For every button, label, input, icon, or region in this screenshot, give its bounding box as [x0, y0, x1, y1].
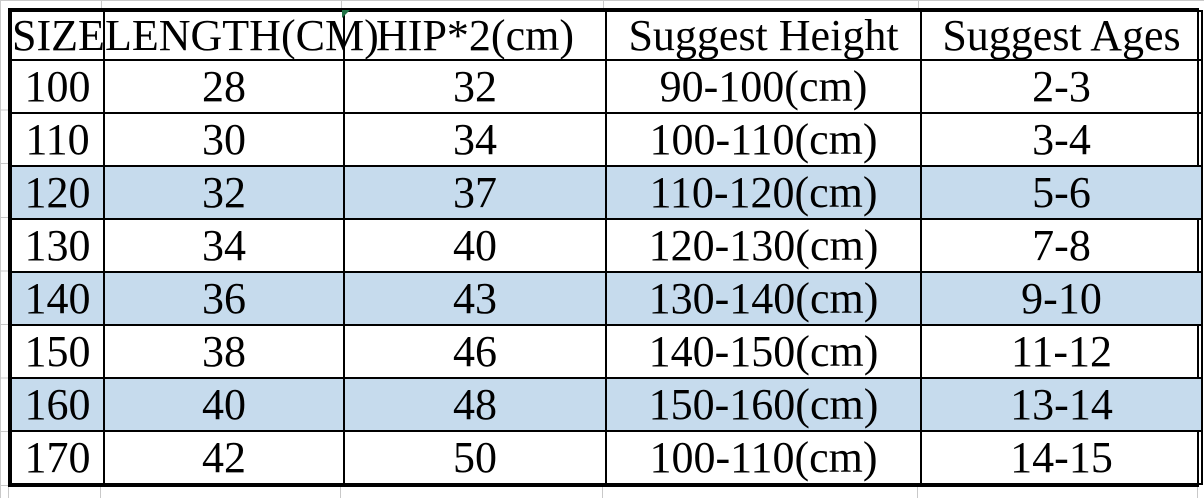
sheet-gridline-col1-bottom: [100, 487, 101, 498]
cell-size[interactable]: 110: [10, 112, 105, 167]
cell-hip[interactable]: 46: [343, 324, 607, 379]
table-row: 130 34 40 120-130(cm) 7-8: [10, 218, 1203, 273]
cell-suggest-ages[interactable]: 11-12: [920, 324, 1203, 379]
sheet-gridline-col4-top: [918, 0, 919, 8]
cell-suggest-ages[interactable]: 2-3: [920, 59, 1203, 114]
sheet-gridline-col0-bottom: [8, 487, 9, 498]
cell-suggest-height[interactable]: 140-150(cm): [605, 324, 922, 379]
cell-hip[interactable]: 32: [343, 59, 607, 114]
cell-hip[interactable]: 48: [343, 377, 607, 432]
cell-length[interactable]: 40: [103, 377, 345, 432]
error-indicator-icon: [342, 10, 350, 18]
cell-suggest-ages[interactable]: 14-15: [920, 430, 1203, 485]
cell-length[interactable]: 28: [103, 59, 345, 114]
sheet-gridlines-left-margin: [0, 57, 8, 487]
cell-suggest-height[interactable]: 100-110(cm): [605, 112, 922, 167]
cell-suggest-height[interactable]: 100-110(cm): [605, 430, 922, 485]
sheet-gridline-col1-top: [101, 0, 102, 8]
cell-suggest-height[interactable]: 90-100(cm): [605, 59, 922, 114]
sheet-gridline-col3-bottom: [602, 487, 603, 498]
cell-suggest-ages[interactable]: 9-10: [920, 271, 1203, 326]
size-chart-table: SIZE LENGTH(CM) HIP*2(cm) Suggest Height…: [8, 8, 1203, 487]
column-header-size[interactable]: SIZE: [10, 10, 105, 61]
sheet-gridline-col4-bottom: [917, 487, 918, 498]
sheet-gridline-col2-top: [341, 0, 342, 8]
sheet-gridline-col5-bottom: [1197, 487, 1198, 498]
cell-suggest-ages[interactable]: 3-4: [920, 112, 1203, 167]
column-header-suggest-height[interactable]: Suggest Height: [605, 10, 922, 61]
sheet-gridline-col3-top: [603, 0, 604, 8]
cell-suggest-height[interactable]: 120-130(cm): [605, 218, 922, 273]
cell-size[interactable]: 120: [10, 165, 105, 220]
cell-hip[interactable]: 37: [343, 165, 607, 220]
cell-suggest-height[interactable]: 110-120(cm): [605, 165, 922, 220]
cell-hip[interactable]: 34: [343, 112, 607, 167]
table-row: 170 42 50 100-110(cm) 14-15: [10, 430, 1203, 485]
sheet-gridline-col2-bottom: [340, 487, 341, 498]
cell-length[interactable]: 42: [103, 430, 345, 485]
cell-length[interactable]: 38: [103, 324, 345, 379]
size-chart: SIZE LENGTH(CM) HIP*2(cm) Suggest Height…: [10, 10, 1203, 485]
cell-hip[interactable]: 40: [343, 218, 607, 273]
cell-length[interactable]: 34: [103, 218, 345, 273]
cell-size[interactable]: 140: [10, 271, 105, 326]
cell-suggest-height[interactable]: 130-140(cm): [605, 271, 922, 326]
table-row: 120 32 37 110-120(cm) 5-6: [10, 165, 1203, 220]
cell-suggest-height[interactable]: 150-160(cm): [605, 377, 922, 432]
cell-suggest-ages[interactable]: 7-8: [920, 218, 1203, 273]
cell-length[interactable]: 30: [103, 112, 345, 167]
cell-hip[interactable]: 50: [343, 430, 607, 485]
cell-size[interactable]: 170: [10, 430, 105, 485]
cell-length[interactable]: 32: [103, 165, 345, 220]
column-header-length[interactable]: LENGTH(CM): [103, 10, 379, 61]
column-header-hip[interactable]: HIP*2(cm): [343, 10, 607, 61]
cell-suggest-ages[interactable]: 5-6: [920, 165, 1203, 220]
table-row: 110 30 34 100-110(cm) 3-4: [10, 112, 1203, 167]
cell-size[interactable]: 160: [10, 377, 105, 432]
cell-size[interactable]: 150: [10, 324, 105, 379]
column-header-suggest-ages[interactable]: Suggest Ages: [920, 10, 1203, 61]
table-row: 100 28 32 90-100(cm) 2-3: [10, 59, 1203, 114]
cell-length[interactable]: 36: [103, 271, 345, 326]
sheet-gridline-top: [0, 0, 1204, 1]
table-row: 140 36 43 130-140(cm) 9-10: [10, 271, 1203, 326]
header-row: SIZE LENGTH(CM) HIP*2(cm) Suggest Height…: [10, 10, 1203, 61]
cell-suggest-ages[interactable]: 13-14: [920, 377, 1203, 432]
cell-size[interactable]: 100: [10, 59, 105, 114]
cell-hip[interactable]: 43: [343, 271, 607, 326]
cell-size[interactable]: 130: [10, 218, 105, 273]
table-row: 150 38 46 140-150(cm) 11-12: [10, 324, 1203, 379]
table-row: 160 40 48 150-160(cm) 13-14: [10, 377, 1203, 432]
